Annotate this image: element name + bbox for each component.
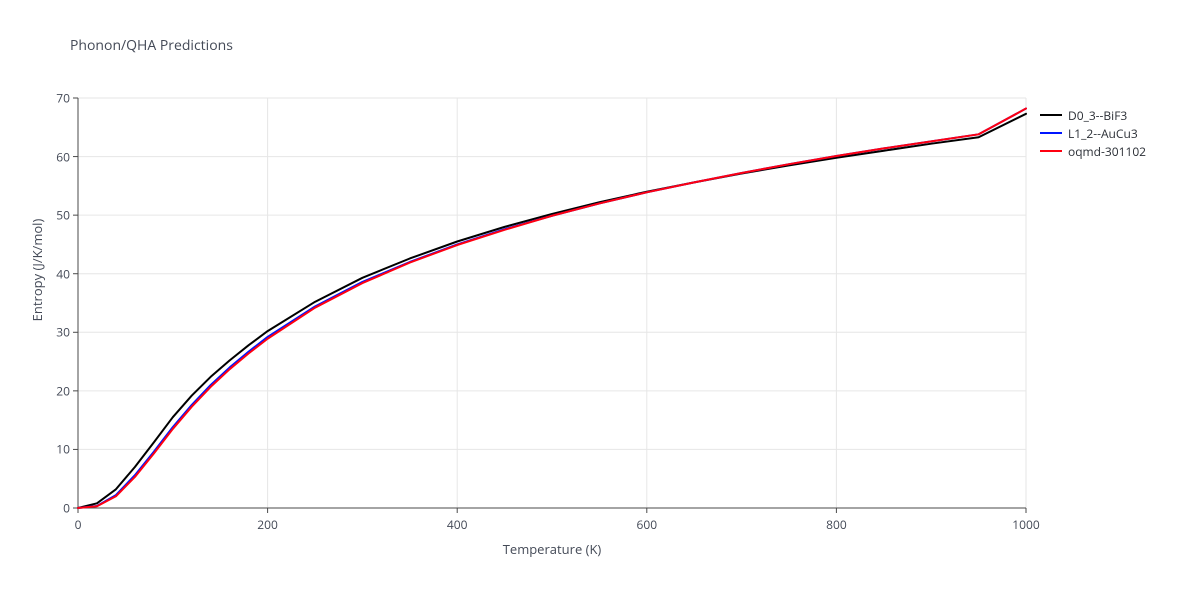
x-axis-label: Temperature (K)	[452, 540, 652, 558]
y-tick-label: 0	[48, 500, 70, 517]
y-tick-label: 60	[48, 148, 70, 165]
x-tick-label: 1000	[1012, 516, 1039, 533]
legend-label: D0_3--BiF3	[1068, 107, 1127, 124]
y-tick-label: 10	[48, 441, 70, 458]
x-tick-label: 200	[257, 516, 278, 533]
y-tick-label: 40	[48, 265, 70, 282]
chart-title: Phonon/QHA Predictions	[70, 36, 233, 55]
legend-item[interactable]: D0_3--BiF3	[1040, 106, 1146, 124]
y-axis-label: Entropy (J/K/mol)	[28, 170, 46, 370]
x-tick-label: 800	[826, 516, 847, 533]
y-tick-label: 30	[48, 324, 70, 341]
y-tick-label: 20	[48, 382, 70, 399]
y-tick-label: 70	[48, 90, 70, 107]
series-line[interactable]	[78, 109, 1026, 508]
y-tick-label: 50	[48, 207, 70, 224]
x-tick-label: 600	[637, 516, 658, 533]
legend-swatch	[1040, 150, 1062, 152]
legend-item[interactable]: oqmd-301102	[1040, 142, 1146, 160]
legend-label: oqmd-301102	[1068, 143, 1146, 160]
chart-container: Phonon/QHA Predictions Temperature (K) E…	[0, 0, 1200, 600]
legend-swatch	[1040, 132, 1062, 134]
legend: D0_3--BiF3L1_2--AuCu3oqmd-301102	[1040, 106, 1146, 160]
x-tick-label: 0	[75, 516, 82, 533]
x-tick-label: 400	[447, 516, 468, 533]
series-line[interactable]	[78, 114, 1026, 508]
legend-swatch	[1040, 114, 1062, 116]
plot-area[interactable]	[78, 98, 1026, 508]
legend-label: L1_2--AuCu3	[1068, 125, 1138, 142]
legend-item[interactable]: L1_2--AuCu3	[1040, 124, 1146, 142]
series-line[interactable]	[78, 109, 1026, 508]
